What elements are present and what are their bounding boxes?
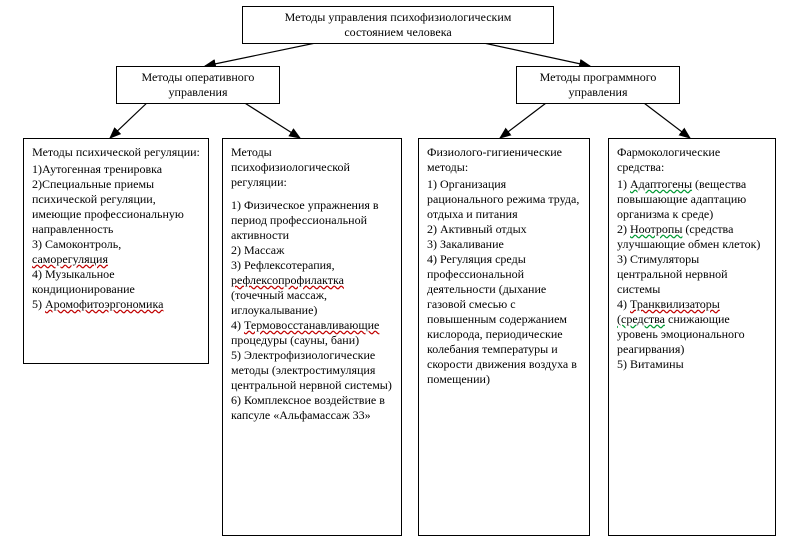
root-line1: Методы управления психофизиологическим	[285, 10, 512, 24]
leaf2-header: Методы психофизиологической регуляции:	[231, 145, 393, 190]
list-item: 2) Ноотропы (средства улучшающие обмен к…	[617, 222, 767, 252]
leaf-physiological-hygienic: Физиолого-гигиенические методы: 1) Орган…	[418, 138, 590, 536]
leaf-psychic-regulation: Методы психической регуляции: 1)Аутогенн…	[23, 138, 209, 364]
list-item: 6) Комплексное воздействие в капсуле «Ал…	[231, 393, 393, 423]
list-item: 1) Организация рационального режима труд…	[427, 177, 581, 222]
leaf2-items: 1) Физическое упражнения в период профес…	[231, 198, 393, 423]
list-item: 3) Стимуляторы центральной нервной систе…	[617, 252, 767, 297]
arrow	[240, 100, 300, 138]
branch-left-node: Методы оперативного управления	[116, 66, 280, 104]
list-item: 5) Аромофитоэргономика	[32, 297, 200, 312]
leaf-pharmacological: Фармокологические средства: 1) Адаптоген…	[608, 138, 776, 536]
branch-right-node: Методы программного управления	[516, 66, 680, 104]
list-item: 1)Аутогенная тренировка	[32, 162, 200, 177]
leaf3-items: 1) Организация рационального режима труд…	[427, 177, 581, 387]
list-item: 4) Регуляция среды профессиональной деят…	[427, 252, 581, 387]
list-item: 2) Массаж	[231, 243, 393, 258]
arrow	[110, 100, 150, 138]
leaf3-header: Физиолого-гигиенические методы:	[427, 145, 581, 175]
leaf-psychophysio-regulation: Методы психофизиологической регуляции: 1…	[222, 138, 402, 536]
list-item: 2) Активный отдых	[427, 222, 581, 237]
arrow	[500, 100, 550, 138]
leaf4-header: Фармокологические средства:	[617, 145, 767, 175]
list-item: 3) Закаливание	[427, 237, 581, 252]
list-item: 4) Транквилизаторы (средства снижающие у…	[617, 297, 767, 357]
leaf1-header: Методы психической регуляции:	[32, 145, 200, 160]
arrow	[640, 100, 690, 138]
list-item: 1) Адаптогены (вещества повышающие адапт…	[617, 177, 767, 222]
list-item: 4) Музыкальное кондиционирование	[32, 267, 200, 297]
list-item: 3) Рефлексотерапия, рефлексопрофилактка …	[231, 258, 393, 318]
root-node: Методы управления психофизиологическим с…	[242, 6, 554, 44]
branch-left-line1: Методы оперативного	[142, 70, 255, 84]
leaf4-items: 1) Адаптогены (вещества повышающие адапт…	[617, 177, 767, 372]
list-item: 5) Электрофизиологические методы (электр…	[231, 348, 393, 393]
list-item: 2)Специальные приемы психической регуляц…	[32, 177, 200, 237]
branch-right-line1: Методы программного	[540, 70, 657, 84]
branch-right-line2: управления	[569, 85, 628, 99]
list-item: 4) Термовосстанавливающие процедуры (сау…	[231, 318, 393, 348]
branch-left-line2: управления	[169, 85, 228, 99]
list-item: 5) Витамины	[617, 357, 767, 372]
list-item: 1) Физическое упражнения в период профес…	[231, 198, 393, 243]
root-line2: состоянием человека	[344, 25, 451, 39]
list-item: 3) Самоконтроль, саморегуляция	[32, 237, 200, 267]
leaf1-items: 1)Аутогенная тренировка2)Специальные при…	[32, 162, 200, 312]
